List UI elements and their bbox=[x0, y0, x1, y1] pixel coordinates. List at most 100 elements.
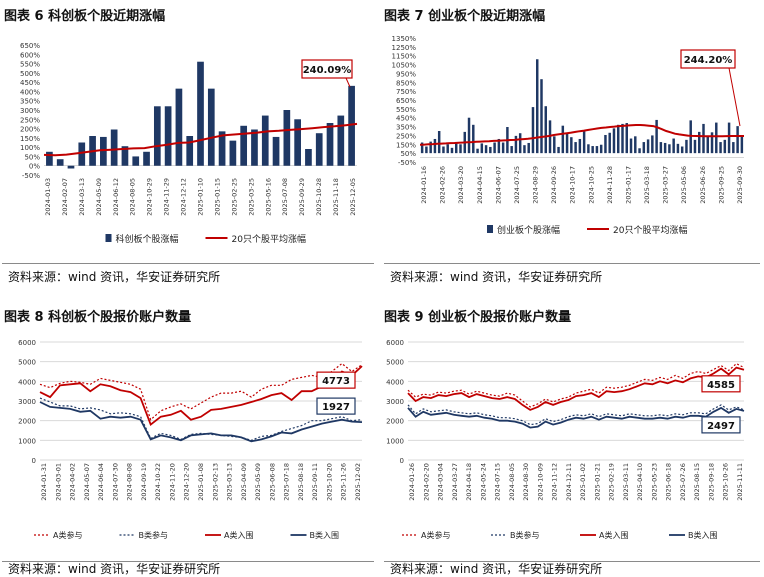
legend-label: B类参与 bbox=[510, 530, 540, 540]
bar bbox=[676, 143, 680, 154]
chart9-source: 资料来源：wind 资讯，华安证券研究所 bbox=[390, 562, 603, 576]
bar bbox=[638, 148, 641, 154]
bar bbox=[587, 144, 590, 154]
x-tick-label: 2025-06-26 bbox=[699, 166, 707, 204]
bar bbox=[294, 119, 301, 166]
y-tick-label: 1000 bbox=[18, 437, 36, 445]
bar bbox=[604, 134, 607, 154]
x-tick-label: 2024-01-26 bbox=[408, 463, 416, 501]
x-tick-label: 2024-10-09 bbox=[536, 463, 544, 501]
bar bbox=[740, 135, 744, 154]
x-tick-label: 2025-11-11 bbox=[736, 463, 744, 501]
y-tick-label: 6000 bbox=[18, 339, 36, 347]
value-label-b: 2497 bbox=[707, 421, 735, 432]
bar bbox=[553, 136, 556, 154]
bar bbox=[433, 138, 437, 154]
y-tick-label: 750% bbox=[396, 88, 416, 96]
y-tick-label: 550% bbox=[20, 61, 40, 69]
bar bbox=[710, 132, 714, 154]
bar bbox=[489, 146, 492, 154]
bar bbox=[100, 136, 107, 166]
legend-label: 创业板个股涨幅 bbox=[497, 224, 560, 236]
x-tick-label: 2024-08-29 bbox=[532, 166, 540, 204]
chart8-title: 图表 8 科创板个股报价账户数量 bbox=[4, 310, 192, 325]
y-tick-label: 0 bbox=[400, 457, 404, 465]
x-tick-label: 2025-01-21 bbox=[593, 463, 601, 501]
c8-chart: 0 1000 2000 3000 4000 5000 6000 4773 1927 A类参与 B类参… bbox=[18, 339, 363, 540]
series-line bbox=[407, 404, 745, 426]
bar bbox=[186, 136, 194, 166]
bar bbox=[437, 131, 441, 154]
y-tick-label: 3000 bbox=[386, 398, 404, 406]
annotation-arrow bbox=[345, 77, 351, 88]
series-line bbox=[407, 362, 745, 408]
bar bbox=[121, 146, 129, 166]
x-tick-label: 2025-12-05 bbox=[349, 178, 357, 216]
bar bbox=[455, 142, 458, 154]
y-tick-label: -50% bbox=[398, 159, 416, 167]
y-tick-label: 350% bbox=[20, 98, 40, 106]
y-tick-label: -50% bbox=[22, 172, 40, 180]
x-tick-label: 2025-07-26 bbox=[679, 463, 687, 501]
bar bbox=[672, 138, 675, 154]
chart6-source: 资料来源：wind 资讯，华安证券研究所 bbox=[8, 270, 221, 284]
x-tick-label: 2024-07-25 bbox=[513, 166, 521, 204]
x-tick-label: 2024-07-15 bbox=[494, 463, 502, 501]
y-tick-label: 4000 bbox=[386, 378, 404, 386]
x-tick-label: 2024-07-30 bbox=[111, 463, 119, 501]
x-tick-label: 2025-08-15 bbox=[693, 463, 701, 501]
x-tick-label: 2025-07-08 bbox=[281, 178, 289, 216]
legend-label: A类参与 bbox=[53, 530, 82, 540]
bar bbox=[78, 142, 86, 166]
bar bbox=[497, 138, 501, 154]
y-tick-label: 500% bbox=[20, 70, 40, 78]
annotation-label: 244.20% bbox=[684, 55, 733, 66]
x-tick-label: 2024-01-16 bbox=[420, 166, 428, 204]
x-tick-label: 2024-10-29 bbox=[146, 178, 154, 216]
x-tick-label: 2024-06-12 bbox=[112, 178, 120, 216]
bar bbox=[668, 144, 671, 154]
series-line bbox=[39, 365, 363, 427]
x-tick-label: 2025-03-18 bbox=[643, 166, 651, 204]
bar bbox=[663, 142, 667, 154]
x-tick-label: 2025-12-02 bbox=[354, 463, 362, 501]
bar bbox=[732, 142, 735, 154]
y-tick-label: 1350% bbox=[392, 35, 417, 43]
x-tick-label: 2025-10-26 bbox=[722, 463, 730, 501]
x-tick-label: 2024-05-09 bbox=[95, 178, 103, 216]
y-tick-label: 2000 bbox=[386, 418, 404, 426]
bar bbox=[621, 123, 624, 154]
x-tick-label: 2025-11-26 bbox=[340, 463, 348, 501]
bar bbox=[283, 110, 291, 166]
x-tick-label: 2025-08-18 bbox=[297, 463, 305, 501]
bar bbox=[153, 106, 161, 166]
bar bbox=[544, 106, 547, 154]
c6-chart: -50%0% 50%100%150%200% 250%300%350% 400%450… bbox=[20, 42, 358, 245]
y-tick-label: 850% bbox=[396, 79, 416, 87]
annotation-box bbox=[680, 49, 736, 69]
bar bbox=[476, 148, 479, 154]
x-tick-label: 2025-02-13 bbox=[211, 463, 219, 501]
x-tick-label: 2025-01-08 bbox=[197, 463, 205, 501]
series-line bbox=[407, 406, 745, 429]
bar bbox=[459, 144, 462, 154]
bar bbox=[480, 143, 484, 154]
chart6-title: 图表 6 科创板个股近期涨幅 bbox=[4, 9, 166, 24]
bar bbox=[348, 85, 355, 166]
y-tick-label: 650% bbox=[396, 97, 416, 105]
bar bbox=[655, 119, 658, 154]
y-tick-label: 450% bbox=[396, 115, 416, 123]
divider bbox=[384, 263, 760, 264]
bar bbox=[337, 115, 345, 166]
bar bbox=[736, 126, 739, 154]
x-tick-label: 2024-02-07 bbox=[61, 178, 69, 216]
y-tick-label: 200% bbox=[20, 126, 40, 134]
x-tick-label: 2025-09-29 bbox=[298, 178, 306, 216]
y-tick-label: 4000 bbox=[18, 378, 36, 386]
bar bbox=[429, 141, 432, 154]
series-line bbox=[407, 366, 745, 411]
bar bbox=[510, 146, 513, 154]
bar bbox=[642, 142, 646, 154]
y-tick-label: 2000 bbox=[18, 418, 36, 426]
x-tick-label: 2025-10-20 bbox=[326, 463, 334, 501]
